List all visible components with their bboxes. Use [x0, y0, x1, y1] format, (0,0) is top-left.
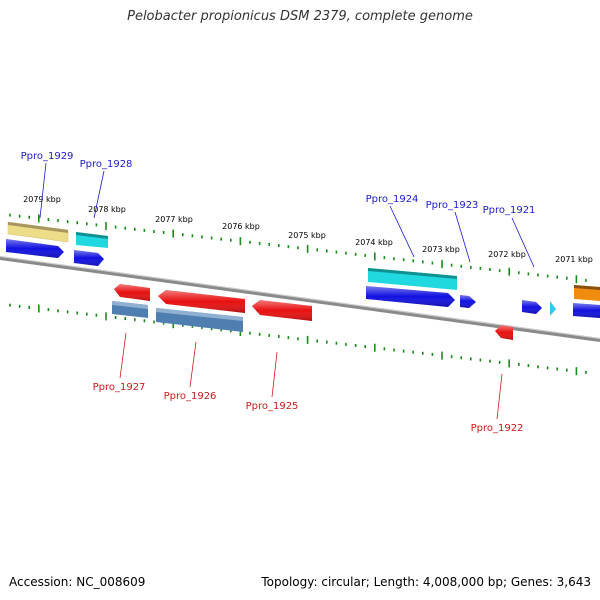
- gene-Ppro_1928-cds[interactable]: [74, 250, 104, 266]
- gene-Ppro_1923[interactable]: [460, 295, 476, 308]
- gene-Ppro_1929-cds[interactable]: [6, 239, 64, 258]
- gene-Ppro_1921-triangle[interactable]: [550, 301, 556, 316]
- scale-label: 2078 kbp: [88, 205, 126, 214]
- gene-label-Ppro_1923[interactable]: Ppro_1923: [426, 200, 479, 211]
- leader-line-Ppro_1921: [511, 217, 535, 268]
- gene-label-Ppro_1929[interactable]: Ppro_1929: [21, 151, 74, 162]
- leader-line-Ppro_1922: [496, 373, 503, 420]
- gene-Ppro_1925[interactable]: [252, 300, 312, 321]
- gene-Ppro_1924-cds[interactable]: [366, 286, 455, 307]
- gene-label-Ppro_1925[interactable]: Ppro_1925: [246, 401, 299, 412]
- leader-line-Ppro_1926: [189, 341, 197, 388]
- gene-Ppro_1929[interactable]: [7, 221, 69, 243]
- gene-label-Ppro_1922[interactable]: Ppro_1922: [471, 423, 524, 434]
- gene-label-Ppro_1926[interactable]: Ppro_1926: [164, 391, 217, 402]
- gene-Ppro_1928[interactable]: [76, 232, 108, 248]
- gene-label-Ppro_1921[interactable]: Ppro_1921: [483, 205, 536, 216]
- gene-label-Ppro_1927[interactable]: Ppro_1927: [93, 382, 146, 393]
- accession-text: Accession: NC_008609: [9, 575, 146, 589]
- scale-label: 2072 kbp: [488, 250, 526, 259]
- gene-Ppro_1926-cds[interactable]: [156, 308, 243, 332]
- gene-Ppro_1924[interactable]: [368, 268, 457, 290]
- genome-backbone-highlight: [0, 256, 600, 339]
- gene-edge-blue[interactable]: [573, 303, 600, 318]
- scale-label: 2074 kbp: [355, 238, 393, 247]
- topology-text: Topology: circular; Length: 4,008,000 bp…: [261, 575, 591, 589]
- gene-Ppro_1921[interactable]: [522, 300, 542, 314]
- scale-label: 2076 kbp: [222, 222, 260, 231]
- gene-label-Ppro_1928[interactable]: Ppro_1928: [80, 159, 133, 170]
- scale-ticks-lower: [9, 303, 587, 376]
- gene-edge-orange[interactable]: [574, 285, 600, 301]
- gene-Ppro_1927-cds[interactable]: [112, 301, 148, 318]
- leader-line-Ppro_1927: [119, 332, 127, 379]
- scale-label: 2077 kbp: [155, 215, 193, 224]
- leader-line-Ppro_1928: [93, 170, 105, 219]
- leader-line-Ppro_1929: [39, 162, 47, 219]
- map-title: Pelobacter propionicus DSM 2379, complet…: [127, 9, 473, 24]
- scale-label: 2071 kbp: [555, 255, 593, 264]
- genome-backbone: [0, 256, 600, 342]
- scale-ticks-upper: [9, 213, 587, 284]
- leader-line-Ppro_1924: [389, 205, 415, 258]
- scale-label: 2075 kbp: [288, 231, 326, 240]
- leader-line-Ppro_1923: [454, 211, 471, 263]
- scale-label: 2073 kbp: [422, 245, 460, 254]
- gene-Ppro_1927[interactable]: [114, 284, 150, 301]
- leader-line-Ppro_1925: [271, 351, 278, 398]
- gene-Ppro_1922[interactable]: [495, 325, 513, 340]
- gene-Ppro_1926[interactable]: [158, 290, 245, 313]
- gene-label-Ppro_1924[interactable]: Ppro_1924: [366, 194, 419, 205]
